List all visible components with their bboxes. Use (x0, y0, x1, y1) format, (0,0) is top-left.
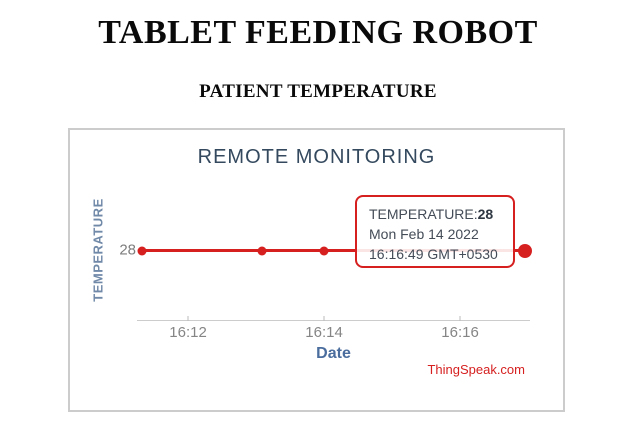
x-tick-labels: 16:12 16:14 16:16 (137, 324, 530, 342)
chart-panel: REMOTE MONITORING TEMPERATURE 28 TEMPERA… (68, 128, 565, 412)
tooltip-value-line: TEMPERATURE:28 (369, 206, 494, 222)
temperature-series-line[interactable] (137, 243, 532, 258)
x-axis-tick-mark (459, 316, 461, 321)
x-tick-label: 16:16 (441, 324, 479, 341)
tooltip-date-line: Mon Feb 14 2022 (369, 225, 479, 242)
thingspeak-credit-link[interactable]: ThingSpeak.com (427, 362, 525, 377)
x-axis-tick-mark (323, 316, 325, 321)
page-subtitle: PATIENT TEMPERATURE (199, 81, 437, 102)
data-point[interactable] (319, 246, 329, 255)
x-tick-label: 16:12 (169, 324, 207, 341)
data-point[interactable] (137, 246, 147, 255)
y-axis-tick-label: 28 (119, 241, 136, 259)
x-axis-label: Date (316, 345, 351, 362)
chart-tooltip: TEMPERATURE:28 Mon Feb 14 2022 16:16:49 … (355, 195, 515, 268)
tooltip-time-line: 16:16:49 GMT+0530 (369, 245, 498, 262)
chart-title: REMOTE MONITORING (197, 146, 436, 168)
x-axis-tick-mark (187, 316, 189, 321)
data-point-highlighted[interactable] (518, 243, 532, 258)
x-axis (137, 316, 530, 321)
y-axis-label: TEMPERATURE (90, 198, 106, 302)
data-point[interactable] (257, 246, 267, 255)
page-title: TABLET FEEDING ROBOT (98, 14, 538, 51)
x-tick-label: 16:14 (305, 324, 343, 341)
